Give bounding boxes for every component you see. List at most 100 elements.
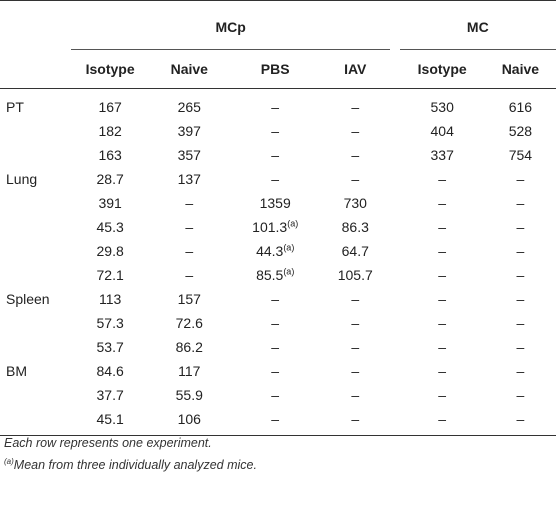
cell-value: – xyxy=(438,171,447,187)
cell-footnote-marker: (a) xyxy=(287,218,299,229)
cell-value: – xyxy=(438,315,447,331)
column-gap xyxy=(390,143,400,167)
table-cell: – xyxy=(400,407,485,436)
cell-value: – xyxy=(516,243,525,259)
table-cell: – xyxy=(400,167,485,191)
table-body: PT 167 265 – – 530 616 182 397 – – 404 528 163 357 – – 33… xyxy=(0,89,556,436)
table-row: 182 397 – – 404 528 xyxy=(0,119,556,143)
cell-value: 101.3 xyxy=(252,219,288,235)
table-cell: – xyxy=(485,311,556,335)
cell-value: 391 xyxy=(98,195,122,211)
table-cell: 337 xyxy=(400,143,485,167)
cell-value: – xyxy=(351,147,360,163)
cell-value: 37.7 xyxy=(96,387,124,403)
cell-value: – xyxy=(271,387,280,403)
table-cell: 730 xyxy=(321,191,390,215)
cell-value: – xyxy=(516,387,525,403)
column-header: Naive xyxy=(501,61,540,77)
table-row: 72.1 – 85.5(a) 105.7 – – xyxy=(0,263,556,287)
cell-value: 55.9 xyxy=(175,387,203,403)
row-label xyxy=(0,335,71,359)
cell-value: – xyxy=(438,291,447,307)
table-cell: – xyxy=(400,359,485,383)
cell-value: 117 xyxy=(178,363,201,379)
cell-value: 45.3 xyxy=(96,219,124,235)
cell-value: – xyxy=(351,339,360,355)
table-cell: 113 xyxy=(71,287,148,311)
table-row: 57.3 72.6 – – – – xyxy=(0,311,556,335)
cell-value: 64.7 xyxy=(341,243,369,259)
table-cell: – xyxy=(485,287,556,311)
cell-value: 1359 xyxy=(259,195,291,211)
table-row: 53.7 86.2 – – – – xyxy=(0,335,556,359)
table-cell: – xyxy=(400,191,485,215)
cell-value: – xyxy=(438,195,447,211)
footnote-1: Each row represents one experiment. xyxy=(4,436,212,450)
row-label xyxy=(0,311,71,335)
table-cell: 404 xyxy=(400,119,485,143)
cell-value: 44.3 xyxy=(256,243,284,259)
table-cell: – xyxy=(400,383,485,407)
column-gap xyxy=(390,89,400,120)
table-cell: 86.2 xyxy=(149,335,230,359)
cell-value: 754 xyxy=(508,147,533,163)
table-cell: 391 xyxy=(71,191,148,215)
table-cell: – xyxy=(485,215,556,239)
table-cell: – xyxy=(485,407,556,436)
cell-value: – xyxy=(271,411,280,427)
table-cell: 163 xyxy=(71,143,148,167)
table-cell: 53.7 xyxy=(71,335,148,359)
table-cell: 1359 xyxy=(230,191,321,215)
footnote-2: (a)Mean from three individually analyzed… xyxy=(4,457,257,472)
cell-value: 105.7 xyxy=(337,267,373,283)
table-cell: – xyxy=(321,167,390,191)
table-cell: – xyxy=(321,335,390,359)
table-cell: – xyxy=(149,191,230,215)
cell-value: – xyxy=(351,291,360,307)
table-cell: – xyxy=(230,119,321,143)
table-cell: – xyxy=(230,407,321,436)
cell-value: – xyxy=(516,291,525,307)
cell-value: 730 xyxy=(343,195,367,211)
cell-value: 86.2 xyxy=(175,339,203,355)
table-cell: – xyxy=(321,143,390,167)
table-cell: 57.3 xyxy=(71,311,148,335)
row-label xyxy=(0,407,71,436)
table-cell: 37.7 xyxy=(71,383,148,407)
cell-value: – xyxy=(271,171,280,187)
table-cell: 528 xyxy=(485,119,556,143)
column-header: Isotype xyxy=(417,61,467,77)
table-cell: – xyxy=(485,263,556,287)
cell-value: 357 xyxy=(177,147,201,163)
cell-value: – xyxy=(516,339,525,355)
row-label xyxy=(0,143,71,167)
cell-value: – xyxy=(516,195,525,211)
table-cell: – xyxy=(230,143,321,167)
cell-value: 616 xyxy=(508,99,533,115)
table-cell: 55.9 xyxy=(149,383,230,407)
cell-value: – xyxy=(351,387,360,403)
cell-value: 84.6 xyxy=(96,363,124,379)
table-cell: – xyxy=(149,215,230,239)
cell-value: 167 xyxy=(98,99,122,115)
cell-value: 157 xyxy=(177,291,201,307)
table-cell: 85.5(a) xyxy=(230,263,321,287)
table-cell: 101.3(a) xyxy=(230,215,321,239)
cell-value: 57.3 xyxy=(96,315,124,331)
table-cell: 137 xyxy=(149,167,230,191)
cell-value: – xyxy=(185,219,194,235)
cell-value: – xyxy=(271,363,280,379)
row-label: Lung xyxy=(6,171,38,187)
cell-value: 72.6 xyxy=(175,315,203,331)
cell-value: 53.7 xyxy=(96,339,124,355)
table-cell: – xyxy=(230,359,321,383)
table-cell: – xyxy=(230,311,321,335)
cell-value: 72.1 xyxy=(96,267,124,283)
cell-value: – xyxy=(351,315,360,331)
column-header: Naive xyxy=(170,61,208,77)
table-cell: – xyxy=(400,215,485,239)
cell-value: – xyxy=(351,123,360,139)
cell-value: – xyxy=(516,171,525,187)
table-cell: 106 xyxy=(149,407,230,436)
